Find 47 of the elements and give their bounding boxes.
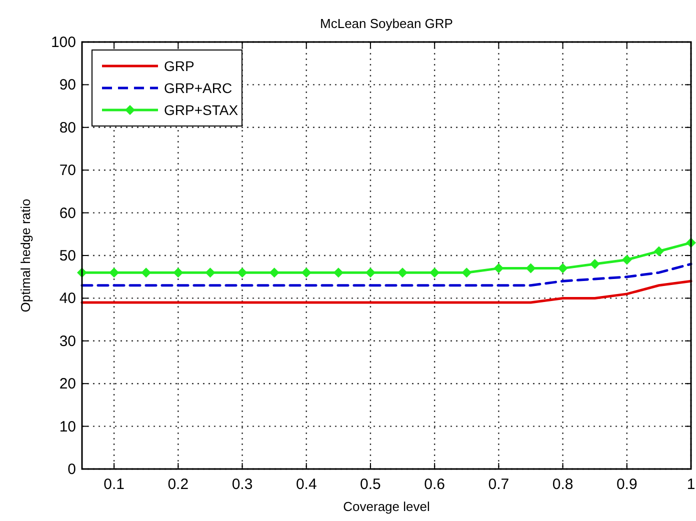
y-tick-label: 80 <box>59 119 76 136</box>
point <box>462 268 472 278</box>
point <box>494 263 504 274</box>
x-tick-label: 0.4 <box>296 476 317 493</box>
point <box>398 268 408 278</box>
point <box>590 259 600 270</box>
point <box>526 263 536 274</box>
x-tick-label: 0.3 <box>232 476 253 493</box>
point <box>173 268 184 278</box>
line-series <box>80 280 692 304</box>
point <box>269 268 280 278</box>
y-axis-title: Optimal hedge ratio <box>18 198 33 312</box>
y-tick-label: 50 <box>59 248 76 264</box>
x-tick-label: 0.8 <box>552 476 574 493</box>
x-tick-label: 0.7 <box>488 476 510 493</box>
point <box>141 268 152 278</box>
point <box>237 268 248 278</box>
point <box>622 254 632 265</box>
x-tick-label: 1 <box>686 476 696 493</box>
x-tick-label: 0.1 <box>104 476 124 493</box>
point <box>365 268 376 278</box>
y-tick-label: 90 <box>59 76 76 94</box>
x-tick-label: 0.9 <box>616 476 638 493</box>
x-axis-title: Coverage level <box>343 499 430 514</box>
x-tick-label: 0.5 <box>360 476 381 493</box>
y-tick-label: 60 <box>59 204 76 222</box>
point <box>109 268 120 278</box>
y-tick-label: 40 <box>59 290 76 308</box>
legend-label: GRP <box>164 58 194 74</box>
legend-label: GRP+ARC <box>164 80 232 96</box>
legend-label: GRP+STAX <box>164 102 239 118</box>
point <box>654 246 664 256</box>
chart-title: McLean Soybean GRP <box>320 16 453 31</box>
point <box>558 263 568 274</box>
y-tick-label: 100 <box>50 34 76 51</box>
y-tick-label: 30 <box>59 332 76 350</box>
y-tick-label: 10 <box>59 418 76 436</box>
point <box>333 268 344 278</box>
y-tick-label: 20 <box>59 376 76 393</box>
point <box>430 268 440 278</box>
point <box>205 268 216 278</box>
point <box>301 268 312 278</box>
line-series <box>80 262 692 287</box>
x-tick-label: 0.6 <box>424 476 446 493</box>
y-tick-label: 0 <box>68 461 76 478</box>
y-tick-label: 70 <box>59 162 76 180</box>
x-tick-label: 0.2 <box>168 476 189 493</box>
